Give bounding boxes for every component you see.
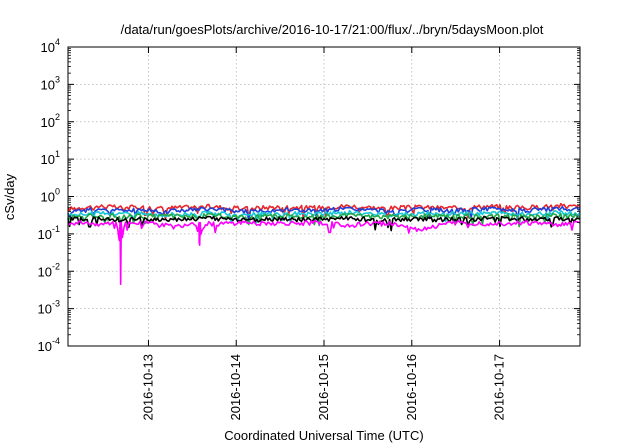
y-tick-label: 10-1 <box>38 224 60 242</box>
series-line <box>67 212 581 228</box>
x-tick-label: 2016-10-15 <box>316 354 331 421</box>
series-line <box>67 205 581 222</box>
x-tick-label: 2016-10-16 <box>404 354 419 421</box>
x-tick-label: 2016-10-14 <box>228 354 243 421</box>
y-tick-label: 104 <box>41 37 60 55</box>
y-tick-label: 10-4 <box>38 336 60 354</box>
grid <box>68 47 580 346</box>
x-tick-label: 2016-10-13 <box>140 354 155 421</box>
y-tick-label: 100 <box>41 187 60 205</box>
y-tick-label: 102 <box>41 112 60 130</box>
x-tick-label: 2016-10-17 <box>492 354 507 421</box>
y-tick-label: 10-3 <box>38 299 60 317</box>
x-axis-label: Coordinated Universal Time (UTC) <box>224 428 423 443</box>
y-tick-label: 10-2 <box>38 261 60 279</box>
series-line <box>67 215 581 232</box>
x-axis: 2016-10-13 2016-10-14 2016-10-15 2016-10-16… <box>140 47 507 421</box>
series-line <box>67 202 581 220</box>
y-tick-label: 103 <box>41 74 60 92</box>
chart-title: /data/run/goesPlots/archive/2016-10-17/2… <box>121 22 544 37</box>
y-axis-label: cSv/day <box>2 173 17 220</box>
series-line <box>67 219 581 286</box>
y-tick-label: 101 <box>41 149 60 167</box>
series-layer <box>67 202 581 286</box>
